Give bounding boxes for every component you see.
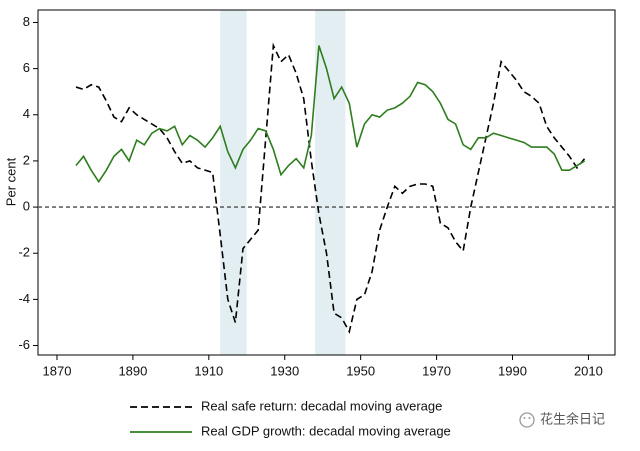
x-tick-label: 1910 bbox=[194, 363, 223, 378]
series-line bbox=[75, 45, 586, 184]
y-axis-label: Per cent bbox=[3, 157, 18, 206]
x-tick-label: 1950 bbox=[346, 363, 375, 378]
y-tick-label: 2 bbox=[23, 152, 30, 167]
shaded-period bbox=[315, 10, 346, 355]
x-tick-label: 1890 bbox=[118, 363, 147, 378]
x-tick-label: 1990 bbox=[498, 363, 527, 378]
watermark: 花生余日记 bbox=[540, 411, 605, 426]
y-tick-label: -4 bbox=[18, 291, 30, 306]
watermark-icon bbox=[519, 412, 535, 428]
x-tick-label: 2010 bbox=[574, 363, 603, 378]
y-tick-label: 0 bbox=[23, 199, 30, 214]
y-tick-label: 4 bbox=[23, 106, 30, 121]
series-line bbox=[75, 42, 586, 334]
y-tick-label: -6 bbox=[18, 337, 30, 352]
shaded-period bbox=[220, 10, 247, 355]
y-tick-label: -2 bbox=[18, 245, 30, 260]
legend-label: Real safe return: decadal moving average bbox=[201, 398, 442, 413]
x-tick-label: 1870 bbox=[43, 363, 72, 378]
legend-label: Real GDP growth: decadal moving average bbox=[201, 423, 451, 438]
y-tick-label: 8 bbox=[23, 14, 30, 29]
y-tick-label: 6 bbox=[23, 60, 30, 75]
x-tick-label: 1930 bbox=[270, 363, 299, 378]
x-tick-label: 1970 bbox=[422, 363, 451, 378]
plot-frame bbox=[37, 9, 616, 356]
